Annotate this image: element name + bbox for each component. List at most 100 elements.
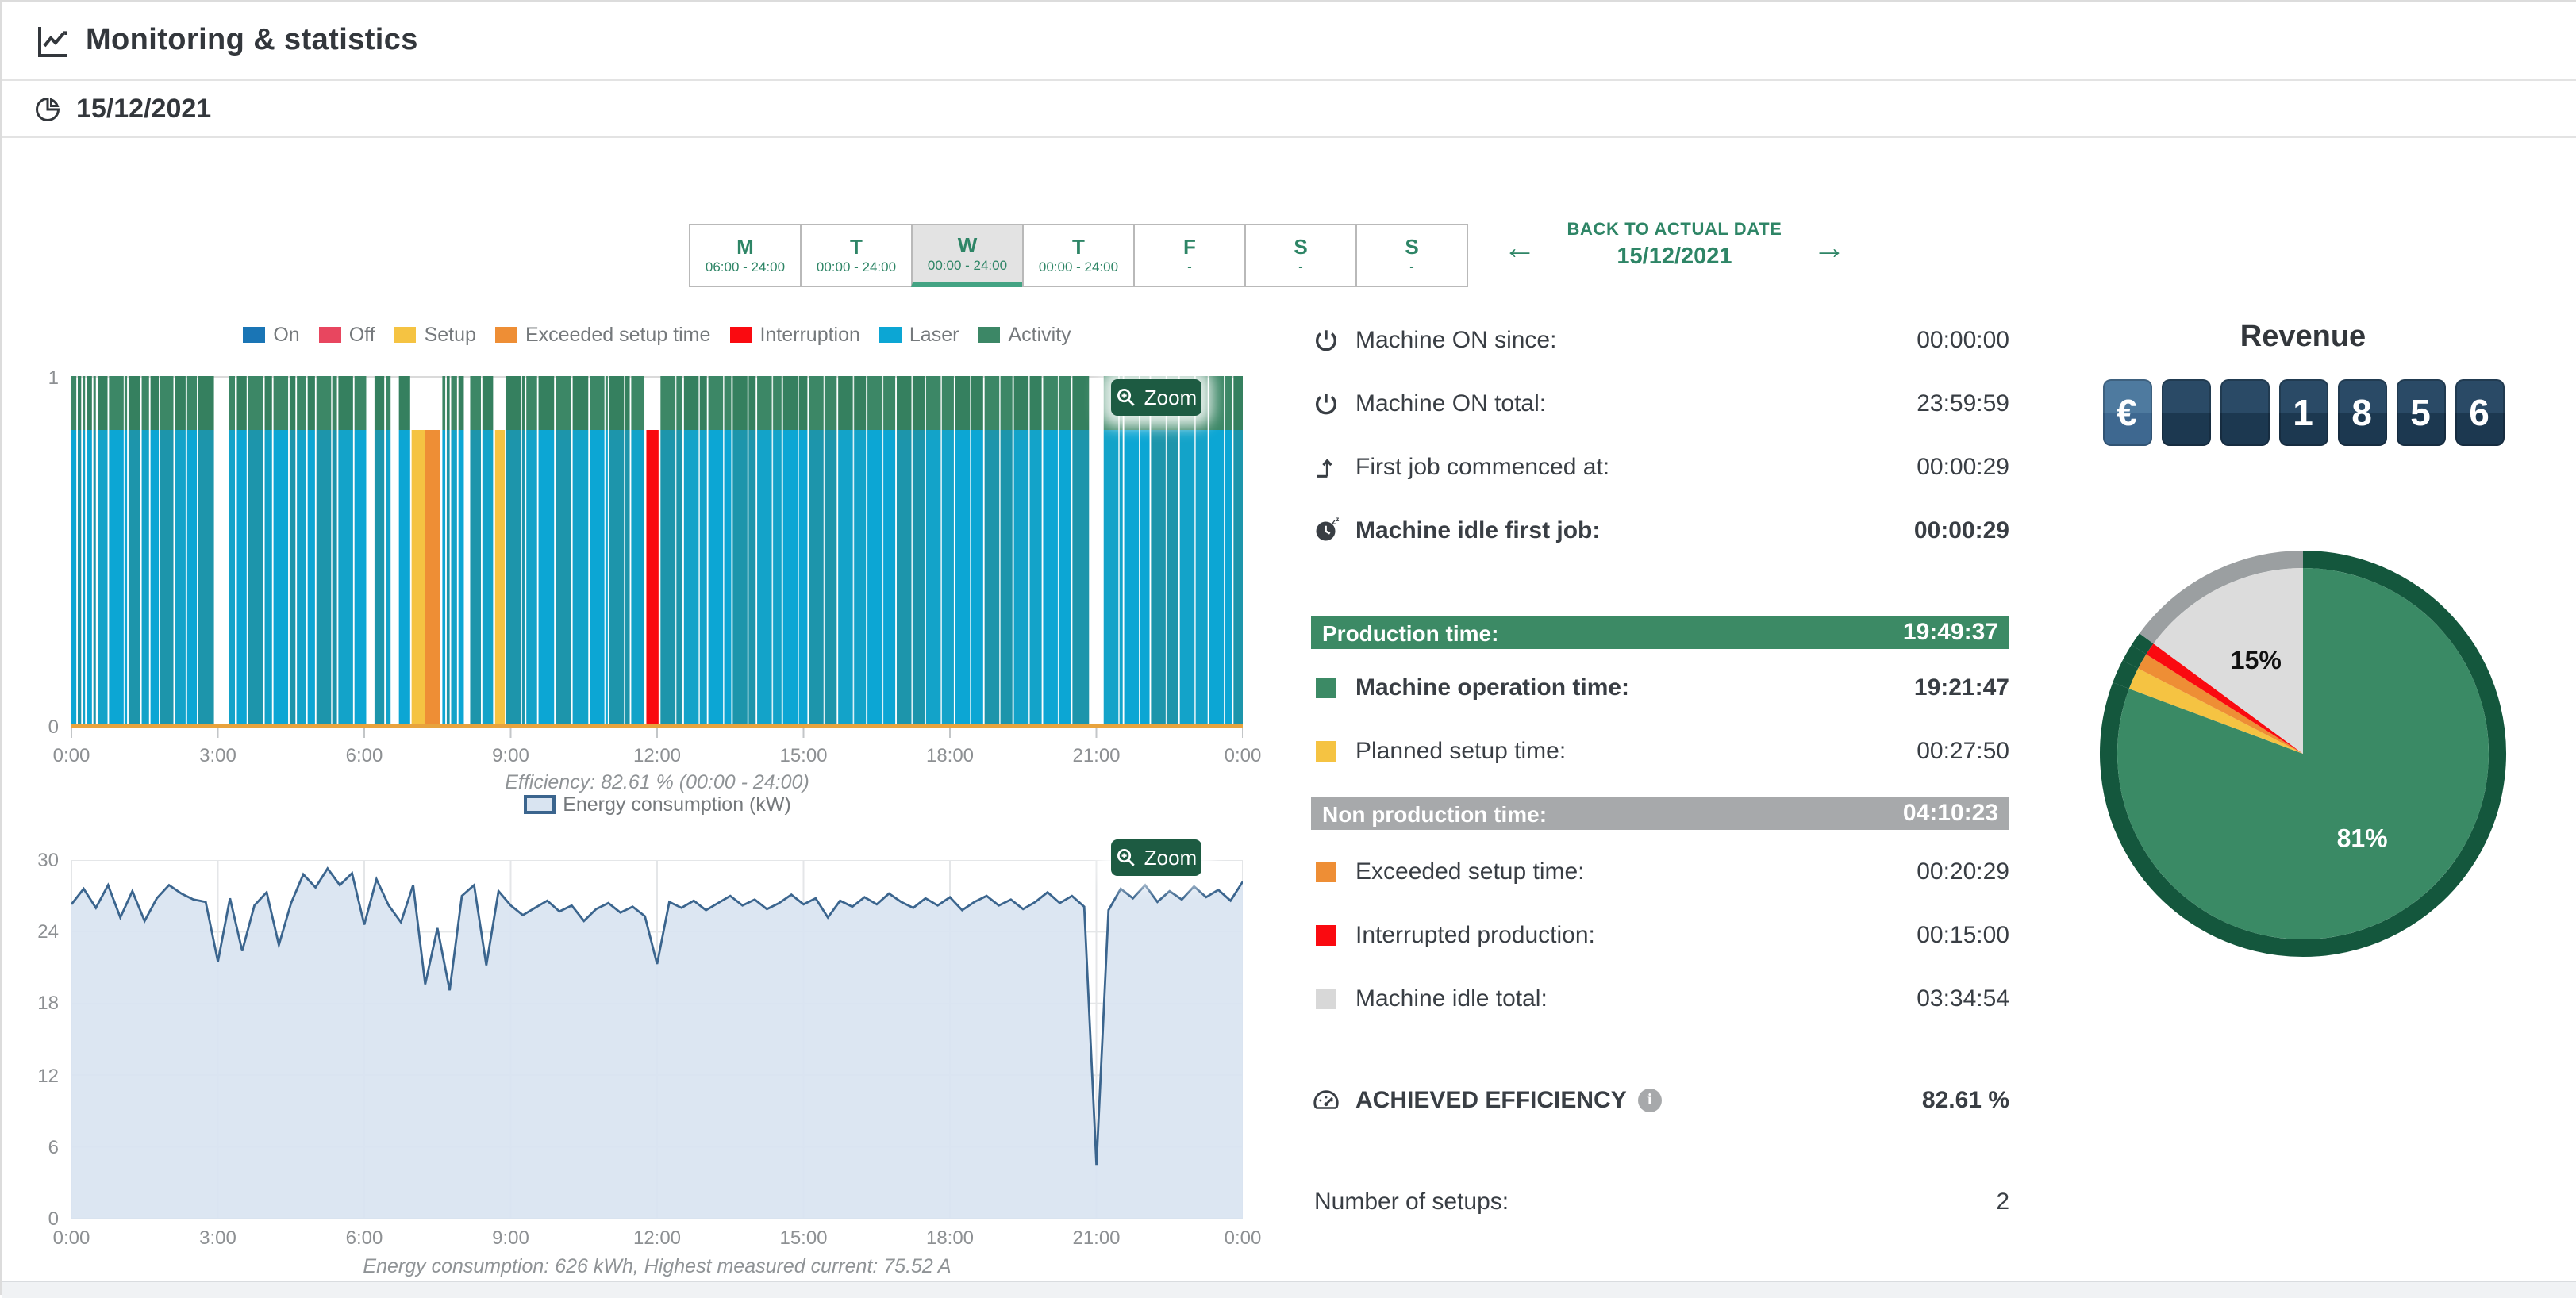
- status-x-tick: 6:00: [345, 744, 383, 766]
- pie-chart-icon: [33, 94, 62, 123]
- energy-y-label: 6: [48, 1135, 59, 1158]
- banner-label: Non production time:: [1322, 801, 1548, 826]
- revenue-counter: €1 8 5 6: [2100, 379, 2506, 446]
- legend-label: Energy consumption (kW): [563, 793, 791, 816]
- next-day-arrow[interactable]: →: [1813, 230, 1846, 267]
- svg-text:z: z: [1335, 516, 1338, 523]
- stat-label: Machine idle first job:: [1355, 517, 1601, 543]
- stat-value: 00:00:29: [1913, 517, 2009, 543]
- status-chart-zoom-button[interactable]: Zoom: [1111, 379, 1201, 416]
- power-icon: [1311, 390, 1341, 417]
- number-of-setups-row: Number of setups: 2: [1311, 1185, 2009, 1217]
- legend-swatch: [243, 327, 266, 343]
- legend-swatch: [318, 327, 341, 343]
- week-day-cell-4[interactable]: T 00:00 - 24:00: [1022, 224, 1135, 287]
- stat-swatch: [1316, 924, 1336, 945]
- setups-label: Number of setups:: [1314, 1188, 1509, 1215]
- week-day-letter: T: [1072, 235, 1085, 259]
- revenue-digit-tile: 1: [2278, 379, 2328, 446]
- week-day-hours: 00:00 - 24:00: [1038, 259, 1119, 275]
- legend-item: On: [243, 324, 300, 346]
- energy-x-tick: 6:00: [345, 1227, 383, 1249]
- energy-y-label: 0: [48, 1208, 59, 1230]
- energy-x-tick: 0:00: [1224, 1227, 1262, 1249]
- week-day-letter: T: [850, 235, 863, 259]
- status-x-tick: 18:00: [925, 744, 975, 766]
- efficiency-value: 82.61 %: [1921, 1086, 2009, 1113]
- stat-swatch: [1316, 861, 1336, 881]
- week-day-cell-7[interactable]: S-: [1355, 224, 1468, 287]
- info-icon[interactable]: i: [1637, 1088, 1662, 1112]
- banner-value: 04:10:23: [1902, 800, 1998, 827]
- energy-x-tick: 3:00: [199, 1227, 236, 1249]
- revenue-title: Revenue: [2240, 321, 2366, 354]
- energy-x-tick: 21:00: [1072, 1227, 1121, 1249]
- magnifier-plus-icon: [1117, 389, 1135, 406]
- banner-value: 19:49:37: [1902, 619, 1998, 646]
- week-day-hours: -: [1409, 259, 1414, 275]
- legend-label: Setup: [424, 324, 476, 346]
- efficiency-label: ACHIEVED EFFICIENCY: [1355, 1086, 1627, 1113]
- zoom-button-label: Zoom: [1144, 846, 1198, 870]
- revenue-digit-tile: 8: [2337, 379, 2386, 446]
- legend-swatch: [523, 795, 556, 814]
- production-pie-chart: 81% 15%: [2090, 541, 2516, 966]
- achieved-efficiency-row: ACHIEVED EFFICIENCY i 82.61 %: [1311, 1084, 2009, 1116]
- app-header: Monitoring & statistics: [2, 2, 2576, 81]
- stat-row-interrupted: Interrupted production: 00:15:00: [1311, 919, 2009, 950]
- horizontal-scrollbar[interactable]: [2, 1281, 2576, 1298]
- stat-value: 00:00:29: [1917, 453, 2009, 480]
- legend-item: Energy consumption (kW): [523, 793, 791, 816]
- energy-x-tick: 9:00: [492, 1227, 529, 1249]
- legend-label: Exceeded setup time: [525, 324, 711, 346]
- back-to-actual-date-button[interactable]: BACK TO ACTUAL DATE 15/12/2021: [1548, 221, 1801, 270]
- status-x-tick: 9:00: [492, 744, 529, 766]
- stat-label: Interrupted production:: [1355, 921, 1595, 948]
- blank-digit-tile: [2220, 379, 2269, 446]
- legend-item: Interruption: [729, 324, 860, 346]
- week-day-letter: S: [1405, 235, 1419, 259]
- legend-label: On: [273, 324, 300, 346]
- stat-value: 00:15:00: [1917, 921, 2009, 948]
- week-day-letter: M: [736, 235, 754, 259]
- production-time-banner: Production time: 19:49:37: [1311, 616, 2009, 649]
- gauge-icon: [1311, 1085, 1341, 1115]
- magnifier-plus-icon: [1117, 849, 1135, 866]
- pie-slice-label: 81%: [2337, 824, 2388, 853]
- week-selector: M 06:00 - 24:00 T 00:00 - 24:00 W 00:00 - 24:…: [689, 224, 1468, 287]
- legend-label: Off: [348, 324, 375, 346]
- stat-row-operation-time: Machine operation time: 19:21:47: [1311, 671, 2009, 703]
- machine-status-chart[interactable]: [71, 376, 1243, 738]
- status-y-label-1: 1: [48, 367, 59, 389]
- week-day-cell-5[interactable]: F-: [1133, 224, 1246, 287]
- week-day-cell-2[interactable]: T 00:00 - 24:00: [800, 224, 913, 287]
- legend-label: Interruption: [759, 324, 860, 346]
- legend-swatch: [978, 327, 1001, 343]
- energy-consumption-chart[interactable]: [71, 860, 1243, 1219]
- week-day-letter: S: [1294, 235, 1308, 259]
- week-day-hours: -: [1298, 259, 1303, 275]
- stat-row-machine-4: z z Machine idle first job: 00:00:29: [1311, 514, 2009, 546]
- energy-chart-legend: Energy consumption (kW): [71, 793, 1243, 816]
- week-day-hours: 00:00 - 24:00: [816, 259, 897, 275]
- energy-chart-zoom-button[interactable]: Zoom: [1111, 839, 1201, 876]
- currency-tile: €: [2102, 379, 2151, 446]
- status-x-tick: 0:00: [1224, 744, 1262, 766]
- stat-swatch: [1316, 740, 1336, 761]
- legend-swatch: [729, 327, 752, 343]
- status-chart-legend: On Off Setup Exceeded setup time Interruptio…: [71, 324, 1243, 346]
- selected-date: 15/12/2021: [76, 93, 212, 123]
- power-icon: [1311, 326, 1341, 353]
- pie-slice-label: 15%: [2231, 646, 2282, 674]
- page-title: Monitoring & statistics: [86, 23, 418, 56]
- week-day-cell-1[interactable]: M 06:00 - 24:00: [689, 224, 802, 287]
- week-day-cell-3[interactable]: W 00:00 - 24:00: [911, 224, 1024, 287]
- week-day-cell-6[interactable]: S-: [1244, 224, 1357, 287]
- stat-value: 03:34:54: [1917, 985, 2009, 1012]
- stat-row-machine-2: Machine ON total: 23:59:59: [1311, 387, 2009, 419]
- first-job-icon: [1311, 453, 1341, 480]
- status-x-tick: 0:00: [52, 744, 90, 766]
- previous-day-arrow[interactable]: ←: [1503, 230, 1536, 267]
- back-to-actual-date-label: BACK TO ACTUAL DATE: [1567, 221, 1782, 240]
